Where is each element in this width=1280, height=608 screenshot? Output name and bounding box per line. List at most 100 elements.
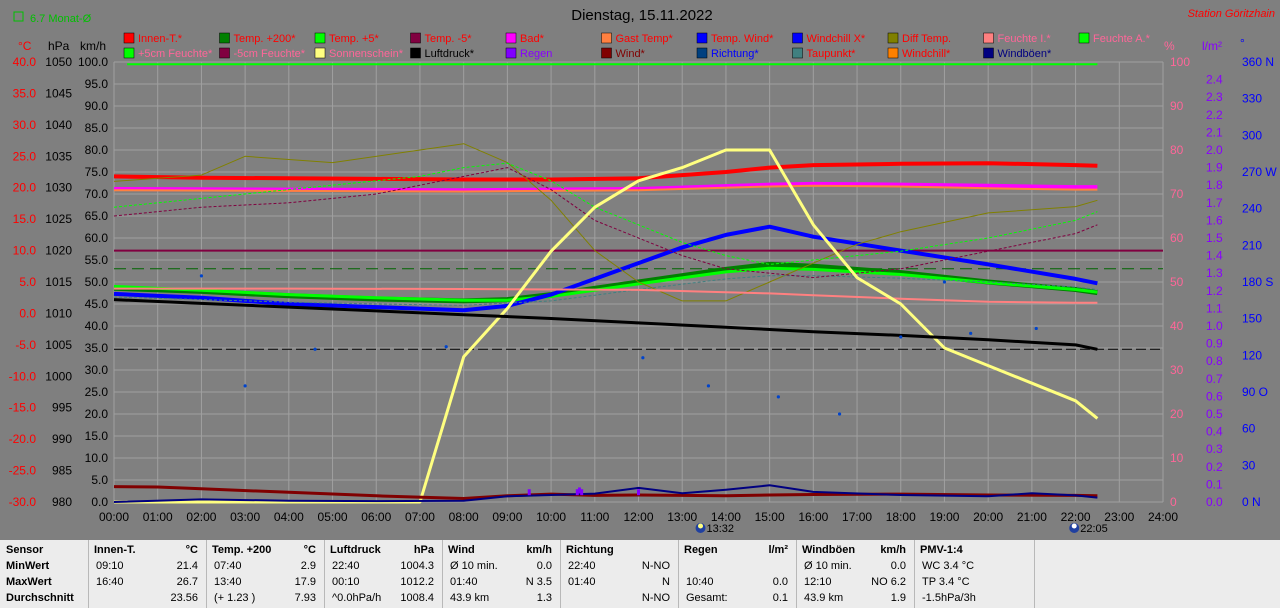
temp-tick-label: 25.0 <box>13 149 37 163</box>
direction-point <box>641 356 645 360</box>
legend-swatch <box>505 32 517 44</box>
direction-point <box>199 274 204 278</box>
pressure-tick-label: 980 <box>52 495 72 509</box>
temp-tick-label: -10.0 <box>9 369 37 383</box>
x-tick-label: 06:00 <box>361 510 391 524</box>
legend-label: Richtung* <box>711 48 759 60</box>
stats-cell-time: 22:40 <box>332 560 360 572</box>
stats-cell-value: N 3.5 <box>525 576 552 588</box>
legend-label: Wind* <box>616 48 646 60</box>
stats-cell-time: Ø 10 min. <box>804 560 852 572</box>
x-tick-label: 14:00 <box>711 510 741 524</box>
stats-cell-time: 43.9 km <box>804 592 844 604</box>
legend-label: Feuchte A.* <box>1093 33 1151 45</box>
direction-point <box>899 335 903 339</box>
rain-tick-label: 2.1 <box>1206 125 1223 139</box>
series-line-feuchte-i <box>114 287 1098 304</box>
sun-glyph <box>698 523 704 529</box>
stats-column: Luftdruck hPa 22:40 1004.3 00:10 1012.2 ^0.0hP… <box>324 540 443 608</box>
stats-cell-time: 09:10 <box>96 560 124 572</box>
direction-tick-label: 0 N <box>1242 495 1261 509</box>
humidity-tick-label: 60 <box>1170 231 1184 245</box>
direction-tick-label: 300 <box>1242 128 1262 142</box>
legend-swatch <box>314 47 326 59</box>
stats-cell-value: 21.4 <box>176 560 198 572</box>
legend-swatch <box>887 32 899 44</box>
temp-axis-unit: °C <box>18 39 32 53</box>
stats-cell-value: 7.93 <box>294 592 316 604</box>
rain-tick-label: 2.2 <box>1206 108 1223 122</box>
speed-tick-label: 10.0 <box>85 451 109 465</box>
sunset-time: 22:05 <box>1080 523 1108 535</box>
stats-column: Sensor MinWert MaxWert Durchschnitt <box>0 540 89 608</box>
legend-swatch <box>123 47 135 59</box>
stats-cell-value: 0.0 <box>890 560 906 572</box>
legend-swatch <box>1078 32 1090 44</box>
direction-tick-label: 150 <box>1242 312 1262 326</box>
humidity-axis-unit: % <box>1164 39 1175 53</box>
stats-row-label: MinWert <box>6 560 50 572</box>
humidity-tick-label: 20 <box>1170 407 1184 421</box>
legend-swatch <box>601 47 612 59</box>
legend-label: Gast Temp* <box>616 33 674 45</box>
x-tick-label: 22:00 <box>1061 510 1091 524</box>
legend-swatch <box>696 32 708 44</box>
temp-tick-label: -25.0 <box>9 464 37 478</box>
series-line--5cm-feuchte <box>113 167 1098 279</box>
weather-chart: 00:00 01:00 02:00 03:00 04:00 05:00 06:00 07:00… <box>9 7 1278 535</box>
speed-tick-label: 20.0 <box>85 407 109 421</box>
temp-tick-label: 5.0 <box>19 275 36 289</box>
stats-cell-time: -1.5hPa/3h <box>922 592 976 604</box>
x-tick-label: 04:00 <box>274 510 304 524</box>
rain-point <box>575 489 579 496</box>
stats-cell-time: WC 3.4 °C <box>922 560 975 572</box>
temp-tick-label: -15.0 <box>9 401 37 415</box>
rain-tick-label: 0.5 <box>1206 407 1223 421</box>
series-line-bad <box>113 181 1098 193</box>
pressure-tick-label: 1000 <box>45 369 72 383</box>
x-tick-label: 15:00 <box>755 510 785 524</box>
stats-cell-value: 0.0 <box>772 576 788 588</box>
speed-tick-label: 50.0 <box>85 275 109 289</box>
rain-tick-label: 0.1 <box>1206 477 1223 491</box>
stats-cell-value: NO 6.2 <box>871 576 906 588</box>
stats-row-label: MaxWert <box>6 576 52 588</box>
speed-tick-label: 75.0 <box>85 165 109 179</box>
rain-tick-label: 1.9 <box>1206 161 1223 175</box>
legend-swatch <box>887 47 899 59</box>
rain-tick-label: 0.7 <box>1206 372 1223 386</box>
series-line-innen-t <box>113 161 1098 182</box>
stats-cell-time: (+ 1.23 ) <box>214 592 256 604</box>
direction-tick-label: 60 <box>1242 422 1256 436</box>
legend-label: Regen <box>520 48 552 60</box>
stats-cell-time: TP 3.4 °C <box>922 576 970 588</box>
legend-swatch <box>696 47 708 59</box>
direction-axis-unit: ° <box>1240 36 1245 50</box>
x-tick-label: 05:00 <box>318 510 348 524</box>
x-tick-label: 12:00 <box>623 510 653 524</box>
temp-tick-label: -5.0 <box>15 338 36 352</box>
legend-swatch <box>219 47 230 59</box>
x-tick-label: 24:00 <box>1148 510 1178 524</box>
period-checkbox-icon <box>13 11 24 22</box>
direction-tick-label: 330 <box>1242 92 1262 106</box>
legend-label: Feuchte I.* <box>998 33 1052 45</box>
legend-label: -5cm Feuchte* <box>234 48 306 60</box>
speed-tick-label: 55.0 <box>85 253 109 267</box>
legend-swatch <box>983 32 994 44</box>
stats-column: PMV-1:4 WC 3.4 °C TP 3.4 °C -1.5hPa/3h <box>914 540 1035 608</box>
pressure-tick-label: 1025 <box>45 212 72 226</box>
rain-tick-label: 1.7 <box>1206 196 1223 210</box>
stats-cell-time: 00:10 <box>332 576 360 588</box>
stats-unit: km/h <box>880 544 906 556</box>
legend-label: Innen-T.* <box>138 33 183 45</box>
stats-column: Richtung 22:40 N-NO 01:40 N N-NO <box>560 540 679 608</box>
pressure-tick-label: 1040 <box>45 118 72 132</box>
legend-label: +5cm Feuchte* <box>138 48 213 60</box>
series-line-temp-5 <box>113 266 1098 302</box>
x-tick-label: 19:00 <box>929 510 959 524</box>
x-tick-label: 23:00 <box>1104 510 1134 524</box>
rain-tick-label: 1.3 <box>1206 266 1223 280</box>
speed-tick-label: 35.0 <box>85 341 109 355</box>
legend-swatch <box>505 47 517 59</box>
